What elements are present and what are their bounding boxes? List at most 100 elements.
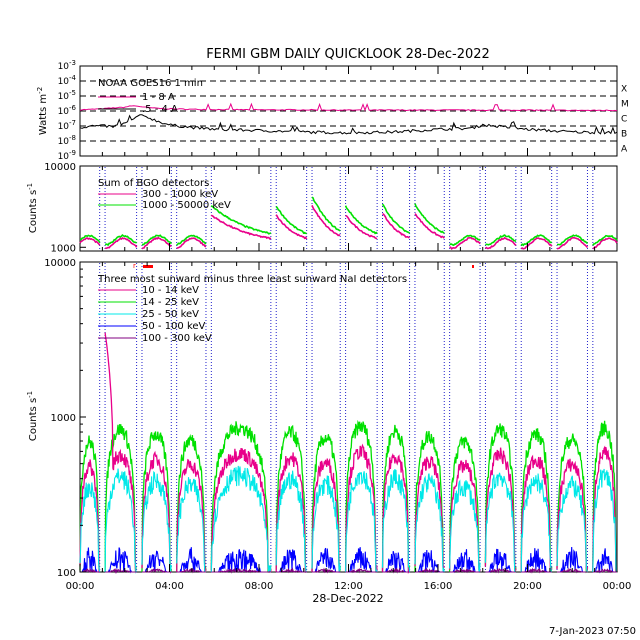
- nai-panel: 10000 1000 100 r Three most sunward minus …: [26, 258, 618, 579]
- nai-series-line: [345, 547, 378, 573]
- bgo-series-line: [79, 237, 101, 246]
- nai-series-line: [344, 443, 378, 573]
- nai-series-line: [312, 547, 341, 573]
- nai-series-line: [521, 567, 552, 574]
- bgo-series-line: [176, 237, 207, 250]
- goes-legend-label-1: 1 - 8 A: [142, 92, 175, 103]
- bgo-saa-lines: [99, 167, 594, 250]
- goes-class-label: M: [621, 100, 629, 110]
- nai-series-line: [449, 568, 481, 574]
- x-tick-label: 04:00: [155, 581, 184, 592]
- bgo-legend-title: Sum of BGO detectors: [98, 178, 209, 189]
- goes-class-label: C: [621, 115, 627, 125]
- bgo-series-line: [176, 234, 207, 246]
- nai-series-line: [344, 419, 378, 573]
- nai-series-line: [449, 479, 481, 573]
- nai-series-line: [381, 468, 411, 573]
- nai-legend: Three most sunward minus three least sun…: [97, 274, 407, 344]
- bgo-series-line: [141, 234, 172, 246]
- nai-series-line: [414, 456, 445, 569]
- bgo-series-line: [141, 236, 172, 250]
- nai-series-line: [79, 459, 100, 573]
- nai-series-line: [176, 477, 206, 573]
- goes-ytick-label: 10-5: [58, 89, 76, 102]
- bgo-panel: 10000 1000 Sum of BGO detectors 300 - 100…: [26, 162, 618, 254]
- bgo-legend-label-1: 300 - 1000 keV: [142, 189, 218, 200]
- nai-series-line: [141, 450, 172, 574]
- nai-series-line: [520, 454, 553, 573]
- goes-ytick-label: 10-6: [58, 104, 77, 117]
- goes-legend-label-2: .5 - 4 A: [142, 104, 178, 115]
- bgo-ylabel-exp: -1: [26, 183, 34, 190]
- nai-legend-label: 50 - 100 keV: [142, 321, 206, 332]
- bgo-series-line: [311, 196, 341, 232]
- nai-series-line: [141, 431, 172, 573]
- nai-series-line: [382, 550, 410, 573]
- bgo-ylabel-text: Counts s: [28, 190, 39, 233]
- nai-legend-label: 100 - 300 keV: [142, 333, 212, 344]
- nai-series-line: [592, 445, 618, 573]
- goes-ytick-label: 10-4: [58, 74, 77, 87]
- goes-class-label: B: [621, 130, 627, 140]
- nai-series-line: [485, 548, 516, 574]
- nai-series-line: [211, 549, 271, 573]
- nai-series-line: [520, 428, 553, 573]
- goes-series-line: [79, 114, 618, 135]
- bgo-series-line: [311, 204, 341, 237]
- nai-ytick-label: 100: [57, 568, 76, 579]
- nai-y-ticks: 10000 1000 100: [44, 258, 86, 579]
- x-tick-label: 16:00: [424, 581, 453, 592]
- nai-saa-lines: [99, 263, 594, 571]
- x-tick-label: 12:00: [334, 581, 363, 592]
- nai-series-line: [79, 482, 101, 573]
- nai-series-line: [592, 420, 618, 573]
- nai-ytick-label: 10000: [44, 258, 76, 269]
- nai-series-line: [105, 567, 137, 574]
- nai-series-line: [484, 447, 517, 572]
- nai-series-line: [345, 567, 378, 574]
- goes-series: [79, 102, 618, 135]
- nai-legend-label: 14 - 25 keV: [142, 297, 199, 308]
- bgo-series-line: [79, 234, 101, 243]
- bgo-series-line: [485, 234, 517, 246]
- bgo-series-line: [381, 203, 411, 234]
- nai-series-line: [176, 547, 206, 573]
- nai-series-line: [449, 549, 481, 574]
- bgo-y-ticks: 10000 1000: [44, 162, 86, 254]
- generated-timestamp: 7-Jan-2023 07:50: [549, 626, 636, 637]
- bgo-legend: Sum of BGO detectors 300 - 1000 keV 1000…: [98, 178, 231, 211]
- nai-series-line: [415, 567, 445, 574]
- bgo-series-line: [275, 205, 307, 235]
- bgo-series-line: [520, 234, 552, 247]
- x-tick-label: 00:00: [603, 581, 632, 592]
- bgo-series-line: [210, 205, 272, 235]
- bgo-series-line: [382, 213, 410, 239]
- bgo-series-line: [414, 203, 445, 234]
- bgo-series-line: [449, 236, 481, 250]
- bgo-series-line: [556, 236, 589, 250]
- nai-series: [79, 332, 618, 574]
- bgo-series-line: [104, 236, 138, 250]
- bgo-series-line: [557, 234, 589, 246]
- nai-legend-label: 25 - 50 keV: [142, 309, 199, 320]
- nai-series-line: [556, 475, 588, 573]
- nai-markers: r: [133, 262, 474, 270]
- nai-series-line: [521, 548, 552, 573]
- goes-ylabel-exp: -2: [36, 87, 44, 94]
- nai-series-line: [210, 447, 272, 573]
- nai-series-line: [105, 547, 137, 574]
- nai-series-line: [520, 473, 552, 573]
- x-axis-label: 28-Dec-2022: [312, 592, 383, 605]
- nai-series-line: [176, 567, 206, 574]
- nai-ytick-label: 1000: [51, 413, 76, 424]
- nai-series-line: [485, 567, 516, 574]
- trigger-marker: [472, 265, 474, 268]
- nai-series-line: [275, 424, 308, 573]
- flare-marker-bar: [143, 265, 153, 268]
- nai-ylabel-text: Counts s: [28, 398, 39, 441]
- bgo-series-line: [592, 234, 618, 246]
- figure-title: FERMI GBM DAILY QUICKLOOK 28-Dec-2022: [206, 47, 490, 62]
